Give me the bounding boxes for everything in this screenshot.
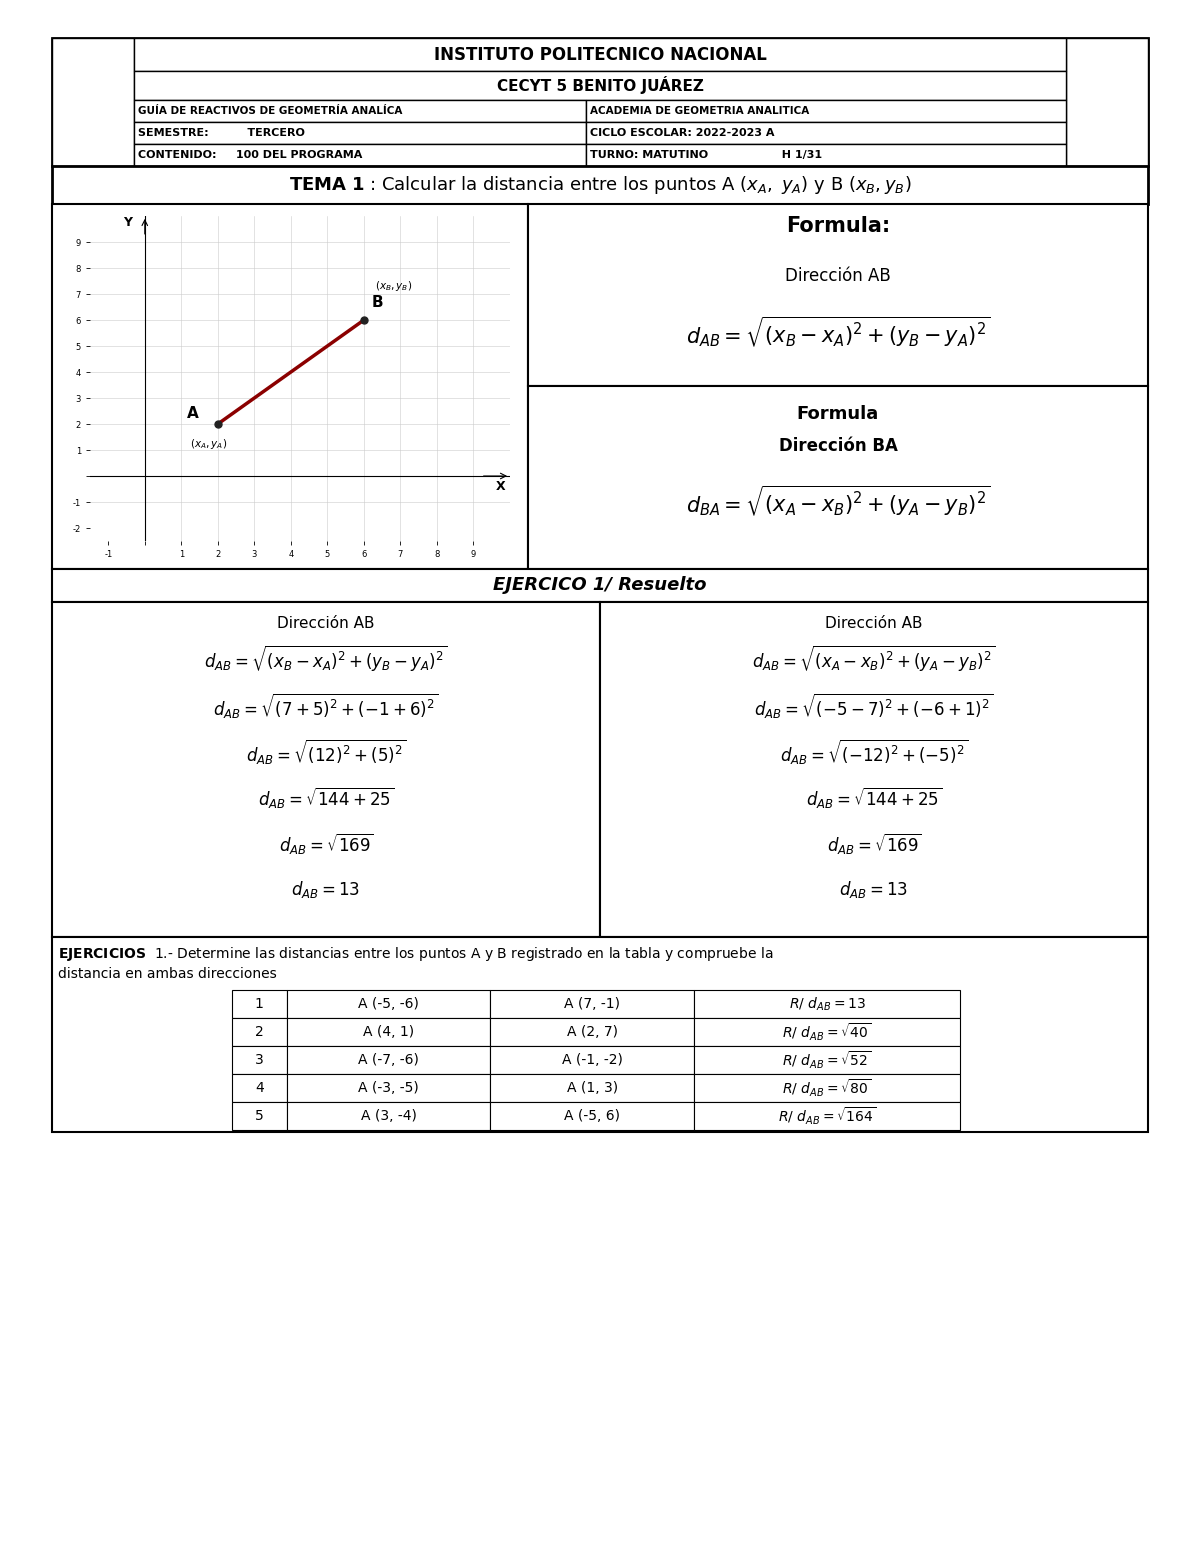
Bar xyxy=(695,1075,960,1103)
Text: distancia en ambas direcciones: distancia en ambas direcciones xyxy=(58,968,277,981)
Bar xyxy=(287,1103,491,1131)
Text: CECYT 5 BENITO JUÁREZ: CECYT 5 BENITO JUÁREZ xyxy=(497,76,703,95)
Text: 2: 2 xyxy=(254,1025,264,1039)
Bar xyxy=(528,387,1148,568)
Bar xyxy=(695,1047,960,1075)
Bar xyxy=(287,1019,491,1047)
Bar xyxy=(134,144,586,166)
Text: A (2, 7): A (2, 7) xyxy=(566,1025,618,1039)
Bar xyxy=(287,1075,491,1103)
Bar xyxy=(287,989,491,1019)
Text: $R/\ d_{AB} = \sqrt{52}$: $R/\ d_{AB} = \sqrt{52}$ xyxy=(782,1050,871,1070)
Text: Dirección AB: Dirección AB xyxy=(826,617,923,632)
Text: SEMESTRE:          TERCERO: SEMESTRE: TERCERO xyxy=(138,127,305,138)
Text: $d_{AB} = 13$: $d_{AB} = 13$ xyxy=(292,879,361,899)
Text: $(x_A, y_A)$: $(x_A, y_A)$ xyxy=(191,438,228,452)
Text: X: X xyxy=(496,480,505,494)
Bar xyxy=(134,37,1066,71)
Text: CICLO ESCOLAR: 2022-2023 A: CICLO ESCOLAR: 2022-2023 A xyxy=(590,127,774,138)
Text: Formula: Formula xyxy=(797,405,880,422)
Text: INSTITUTO POLITECNICO NACIONAL: INSTITUTO POLITECNICO NACIONAL xyxy=(433,45,767,64)
Text: $R/\ d_{AB} =13$: $R/\ d_{AB} =13$ xyxy=(788,995,865,1013)
Text: Formula:: Formula: xyxy=(786,216,890,236)
Text: Y: Y xyxy=(122,216,132,230)
Text: $R/\ d_{AB} = \sqrt{80}$: $R/\ d_{AB} = \sqrt{80}$ xyxy=(782,1078,871,1098)
Text: 3: 3 xyxy=(254,1053,264,1067)
Bar xyxy=(134,71,1066,99)
Text: 4: 4 xyxy=(254,1081,264,1095)
Text: $d_{AB} = \sqrt{144+25}$: $d_{AB} = \sqrt{144+25}$ xyxy=(258,784,395,809)
Bar xyxy=(491,1047,695,1075)
Bar xyxy=(287,1047,491,1075)
Bar xyxy=(52,936,1148,1132)
Text: $R/\ d_{AB} = \sqrt{40}$: $R/\ d_{AB} = \sqrt{40}$ xyxy=(782,1022,871,1042)
Text: $d_{AB} = \sqrt{(12)^2+(5)^2}$: $d_{AB} = \sqrt{(12)^2+(5)^2}$ xyxy=(246,736,406,766)
Bar xyxy=(52,203,528,568)
Text: $d_{AB} = \sqrt{(7+5)^2+(-1+6)^2}$: $d_{AB} = \sqrt{(7+5)^2+(-1+6)^2}$ xyxy=(214,691,439,719)
Bar xyxy=(491,989,695,1019)
Text: A (7, -1): A (7, -1) xyxy=(564,997,620,1011)
Bar xyxy=(232,989,287,1019)
Text: $d_{AB} = \sqrt{(x_B - x_A)^2 + (y_B - y_A)^2}$: $d_{AB} = \sqrt{(x_B - x_A)^2 + (y_B - y… xyxy=(204,644,448,674)
Bar xyxy=(528,203,1148,387)
Text: $R/\ d_{AB} = \sqrt{164}$: $R/\ d_{AB} = \sqrt{164}$ xyxy=(778,1106,876,1126)
Bar xyxy=(134,99,586,123)
Text: A (4, 1): A (4, 1) xyxy=(362,1025,414,1039)
Text: $d_{AB} = \sqrt{(x_B - x_A)^2 + (y_B - y_A)^2}$: $d_{AB} = \sqrt{(x_B - x_A)^2 + (y_B - y… xyxy=(685,315,990,349)
Bar xyxy=(586,123,1066,144)
Bar xyxy=(695,1103,960,1131)
Text: A: A xyxy=(187,405,198,421)
Text: $d_{AB} = \sqrt{(x_A - x_B)^2 + (y_A - y_B)^2}$: $d_{AB} = \sqrt{(x_A - x_B)^2 + (y_A - y… xyxy=(752,644,996,674)
Text: $d_{AB} = \sqrt{144+25}$: $d_{AB} = \sqrt{144+25}$ xyxy=(805,784,942,809)
Text: A (-5, -6): A (-5, -6) xyxy=(358,997,419,1011)
Text: $d_{AB} = \sqrt{(-12)^2+(-5)^2}$: $d_{AB} = \sqrt{(-12)^2+(-5)^2}$ xyxy=(780,736,968,766)
Text: $\mathbf{EJERCICIOS}$  1.- Determine las distancias entre los puntos A y B regis: $\mathbf{EJERCICIOS}$ 1.- Determine las … xyxy=(58,944,773,963)
Bar xyxy=(232,1075,287,1103)
Bar xyxy=(586,99,1066,123)
Text: A (3, -4): A (3, -4) xyxy=(360,1109,416,1123)
Bar xyxy=(1066,37,1148,166)
Bar xyxy=(232,1047,287,1075)
Bar xyxy=(491,1103,695,1131)
Text: A (-5, 6): A (-5, 6) xyxy=(564,1109,620,1123)
Text: $d_{BA} = \sqrt{(x_A - x_B)^2 + (y_A - y_B)^2}$: $d_{BA} = \sqrt{(x_A - x_B)^2 + (y_A - y… xyxy=(685,483,990,519)
Text: Dirección AB: Dirección AB xyxy=(277,617,374,632)
Text: Dirección AB: Dirección AB xyxy=(785,267,890,286)
Text: $\mathbf{TEMA\ 1}$ : Calcular la distancia entre los puntos A $(x_A,\ y_A)$ y B : $\mathbf{TEMA\ 1}$ : Calcular la distanc… xyxy=(289,174,911,196)
Text: Dirección BA: Dirección BA xyxy=(779,436,898,455)
Text: $d_{AB} = \sqrt{169}$: $d_{AB} = \sqrt{169}$ xyxy=(827,831,922,856)
Text: ACADEMIA DE GEOMETRIA ANALITICA: ACADEMIA DE GEOMETRIA ANALITICA xyxy=(590,106,809,116)
Text: CONTENIDO:     100 DEL PROGRAMA: CONTENIDO: 100 DEL PROGRAMA xyxy=(138,151,362,160)
Text: A (-7, -6): A (-7, -6) xyxy=(358,1053,419,1067)
Bar xyxy=(52,166,1148,203)
Bar xyxy=(695,989,960,1019)
Bar xyxy=(232,1019,287,1047)
Text: 1: 1 xyxy=(254,997,264,1011)
Bar xyxy=(232,1103,287,1131)
Bar xyxy=(491,1075,695,1103)
Bar xyxy=(52,37,134,166)
Text: $d_{AB} = \sqrt{(-5-7)^2+(-6+1)^2}$: $d_{AB} = \sqrt{(-5-7)^2+(-6+1)^2}$ xyxy=(755,691,994,719)
Bar xyxy=(586,144,1066,166)
Text: A (-3, -5): A (-3, -5) xyxy=(358,1081,419,1095)
Text: A (-1, -2): A (-1, -2) xyxy=(562,1053,623,1067)
Text: $d_{AB} = \sqrt{169}$: $d_{AB} = \sqrt{169}$ xyxy=(278,831,373,856)
Bar xyxy=(52,568,1148,603)
Bar xyxy=(52,37,1148,166)
Text: GUÍA DE REACTIVOS DE GEOMETRÍA ANALÍCA: GUÍA DE REACTIVOS DE GEOMETRÍA ANALÍCA xyxy=(138,106,402,116)
Text: TURNO: MATUTINO                   H 1/31: TURNO: MATUTINO H 1/31 xyxy=(590,151,822,160)
Text: 5: 5 xyxy=(254,1109,264,1123)
Bar xyxy=(52,603,600,936)
Bar xyxy=(600,603,1148,936)
Text: $d_{AB} = 13$: $d_{AB} = 13$ xyxy=(839,879,908,899)
Bar xyxy=(134,123,586,144)
Bar xyxy=(491,1019,695,1047)
Text: EJERCICO 1/ Resuelto: EJERCICO 1/ Resuelto xyxy=(493,576,707,595)
Text: A (1, 3): A (1, 3) xyxy=(566,1081,618,1095)
Text: $(x_B, y_B)$: $(x_B, y_B)$ xyxy=(374,280,412,294)
Bar xyxy=(695,1019,960,1047)
Text: B: B xyxy=(371,295,383,311)
